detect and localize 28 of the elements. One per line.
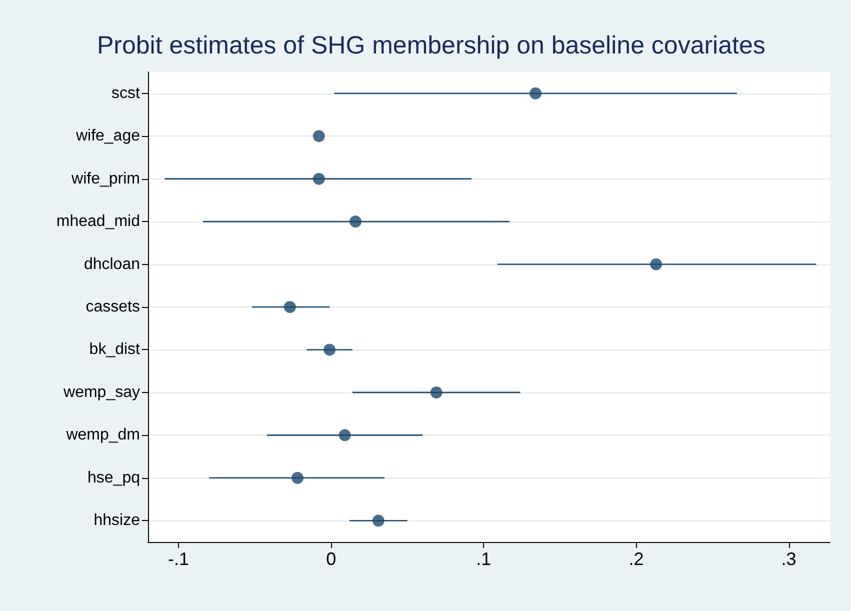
y-tick-label: scst [112, 84, 141, 102]
x-tick-label: .3 [781, 549, 796, 569]
x-tick-label: 0 [326, 549, 336, 569]
point [372, 514, 384, 527]
point [430, 386, 442, 398]
y-tick-label: wemp_dm [65, 426, 140, 444]
point [324, 344, 336, 356]
point [284, 301, 296, 313]
point [312, 130, 325, 142]
y-tick-label: mhead_mid [56, 213, 140, 230]
y-tick-label: dhcloan [84, 256, 140, 273]
y-tick-label: wife_age [74, 128, 140, 145]
point [650, 258, 662, 270]
y-tick-label: wemp_say [62, 384, 140, 401]
y-tick-label: hse_pq [88, 469, 140, 486]
point [312, 172, 325, 185]
point [350, 216, 362, 228]
x-tick-label: -.1 [168, 549, 190, 569]
y-tick-label: cassets [86, 298, 140, 316]
x-tick-label: .1 [476, 549, 492, 569]
chart-title: Probit estimates of SHG membership on baseline covariates [97, 32, 766, 60]
y-tick-label: bk_dist [89, 341, 141, 358]
point [530, 87, 542, 100]
y-tick-label: hhsize [94, 512, 140, 530]
x-tick-label: .2 [628, 549, 644, 569]
point [292, 472, 304, 484]
y-tick-label: wife_prim [70, 170, 140, 188]
point [338, 429, 351, 442]
